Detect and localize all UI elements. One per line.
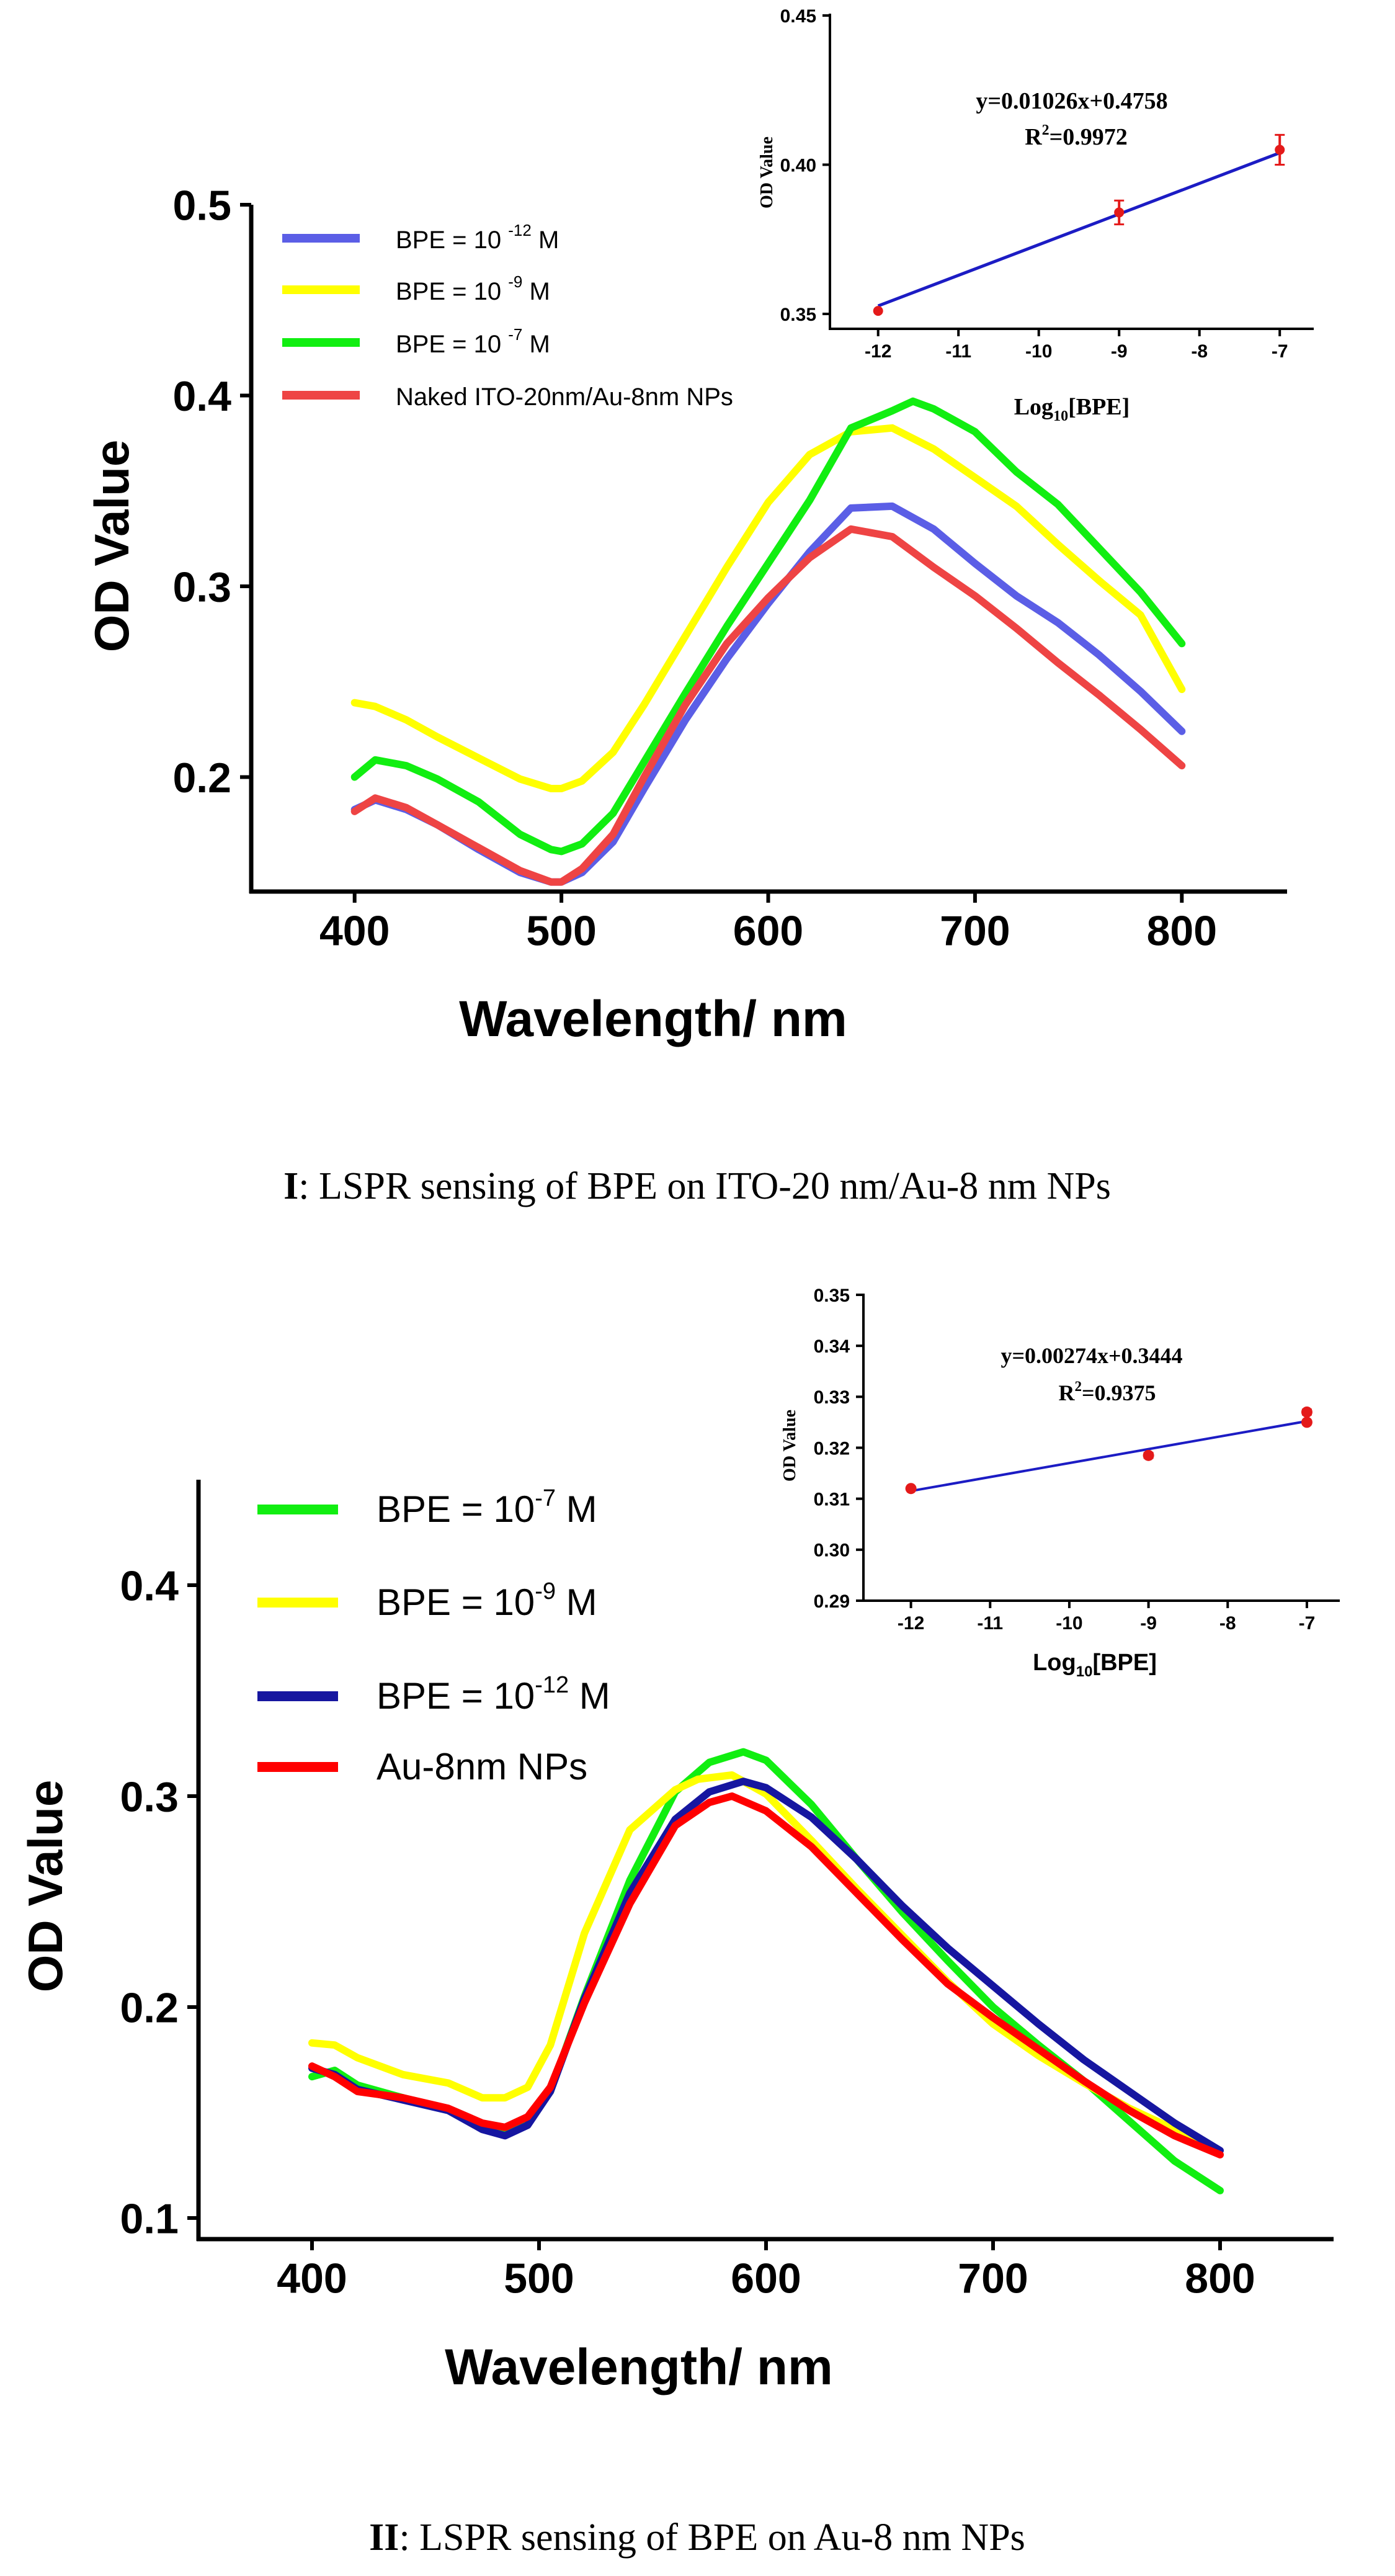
panel1-legend: BPE = 10 -12 M BPE = 10 -9 M BPE = 10 -7… — [282, 214, 733, 411]
panel1-y-axis-title: OD Value — [84, 440, 139, 652]
panel2-inset-r2: R2=0.9375 — [1058, 1379, 1156, 1405]
panel1-inset-data-point — [1275, 145, 1285, 155]
panel2-series-line-2 — [308, 1771, 1224, 2158]
panel1-y-tick-label: 0.5 — [172, 182, 231, 229]
panel1-inset-y-axis-title: OD Value — [757, 136, 777, 208]
panel2-x-tick-label: 600 — [731, 2255, 801, 2302]
panel1-legend-label-4: Naked ITO-20nm/Au-8nm NPs — [396, 383, 733, 411]
panel2-inset-x-ticks: -12 -11 -10 -9 -8 -7 — [898, 1601, 1315, 1634]
panel2-x-ticks: 400 500 600 700 800 — [277, 2239, 1255, 2302]
panel2-inset-plot — [905, 1406, 1313, 1495]
panel1-x-axis-title: Wavelength/ nm — [459, 991, 847, 1047]
panel1-inset-x-tick-label: -12 — [865, 341, 891, 362]
panel2-legend-label-1: BPE = 10-7 M — [377, 1472, 597, 1530]
panel1-inset-fit-line — [877, 151, 1281, 308]
panel2-y-tick-label: 0.4 — [120, 1562, 179, 1609]
panel1-inset-x-tick-label: -10 — [1025, 341, 1052, 362]
panel1-inset-y-tick-label: 0.35 — [780, 305, 816, 325]
panel1-inset-x-tick-label: -8 — [1191, 341, 1208, 362]
panel2-inset-y-tick-label: 0.31 — [814, 1489, 850, 1509]
panel2-inset-x-tick-label: -7 — [1299, 1613, 1316, 1634]
panel1-inset-y-tick-label: 0.40 — [780, 155, 816, 176]
panel2-inset-y-tick-label: 0.33 — [814, 1387, 850, 1408]
panel2-inset-x-tick-label: -8 — [1219, 1613, 1236, 1634]
panel2-y-tick-label: 0.1 — [120, 2195, 179, 2242]
panel1-x-tick-label: 800 — [1147, 907, 1217, 954]
panel1-inset-y-ticks: 0.35 0.40 0.45 — [780, 6, 830, 325]
panel1-inset-x-tick-label: -9 — [1111, 341, 1128, 362]
panel1-inset-y-tick-label: 0.45 — [780, 6, 816, 27]
panel2-x-tick-label: 800 — [1185, 2255, 1255, 2302]
panel1-legend-label-1: BPE = 10 -12 M — [396, 214, 559, 254]
panel1-x-tick-label: 500 — [526, 907, 596, 954]
panel1-inset-x-ticks: -12 -11 -10 -9 -8 -7 — [865, 329, 1288, 362]
panel1-legend-label-2: BPE = 10 -9 M — [396, 266, 550, 305]
panel1-series-lines — [350, 397, 1186, 886]
panel2-inset-x-axis-title: Log10[BPE] — [1033, 1650, 1157, 1680]
panel1-x-tick-label: 700 — [940, 907, 1010, 954]
panel2-inset-x-tick-label: -10 — [1056, 1613, 1082, 1634]
panel2-series-line-4 — [308, 1792, 1224, 2158]
panel2-x-axis-title: Wavelength/ nm — [445, 2339, 833, 2395]
panel2-legend-label-2: BPE = 10-9 M — [377, 1565, 597, 1623]
panel2-inset-fit-line — [911, 1420, 1308, 1493]
panel1-inset-x-axis-title: Log10[BPE] — [1014, 394, 1130, 424]
panel2-y-ticks: 0.1 0.2 0.3 0.4 — [120, 1562, 198, 2242]
panel1-inset-data-point — [1114, 207, 1125, 218]
panel1-series-line-3 — [350, 397, 1186, 856]
panel2-inset-x-tick-label: -11 — [977, 1613, 1003, 1634]
panel2-inset-y-tick-label: 0.29 — [814, 1591, 850, 1612]
panel1-y-ticks: 0.2 0.3 0.4 0.5 — [172, 182, 251, 802]
panel1-y-tick-label: 0.3 — [172, 563, 231, 610]
caption-panel2: II: LSPR sensing of BPE on Au-8 nm NPs — [369, 2516, 1025, 2559]
panel2-legend: BPE = 10-7 M BPE = 10-9 M BPE = 10-12 M … — [257, 1472, 610, 1787]
panel1-inset-data-point — [873, 306, 883, 316]
panel2-inset-y-ticks: 0.29 0.30 0.31 0.32 0.33 0.34 0.35 — [814, 1286, 863, 1612]
panel2-inset-x-tick-label: -12 — [898, 1613, 924, 1634]
panel1-inset-x-tick-label: -11 — [945, 341, 971, 362]
panel1-series-line-4 — [350, 525, 1186, 886]
panel2-inset-y-tick-label: 0.35 — [814, 1286, 850, 1306]
panel1-x-tick-label: 600 — [733, 907, 803, 954]
panel1-y-tick-label: 0.4 — [172, 373, 231, 420]
panel1-inset-chart: 0.35 0.40 0.45 -12 -11 -10 -9 -8 -7 y=0.01026x+… — [757, 6, 1314, 424]
panel2-inset-x-tick-label: -9 — [1140, 1613, 1157, 1634]
panel1-main-chart: 0.2 0.3 0.4 0.5 400 500 600 700 800 Wavelength/… — [84, 182, 1287, 1047]
panel2-series-lines — [308, 1748, 1224, 2194]
panel2-inset-y-tick-label: 0.32 — [814, 1438, 850, 1459]
panel2-y-tick-label: 0.3 — [120, 1773, 179, 1820]
panel2-inset-data-point — [905, 1483, 917, 1495]
panel2-legend-label-3: BPE = 10-12 M — [377, 1659, 610, 1717]
panel1-inset-x-tick-label: -7 — [1272, 341, 1288, 362]
panel2-x-tick-label: 500 — [504, 2255, 574, 2302]
panel2-inset-data-point — [1301, 1416, 1313, 1428]
panel2-inset-y-tick-label: 0.30 — [814, 1541, 850, 1561]
panel2-legend-label-4: Au-8nm NPs — [377, 1746, 587, 1787]
panel2-main-chart: 0.1 0.2 0.3 0.4 400 500 600 700 800 Wavelength/… — [18, 1472, 1334, 2395]
panel2-inset-y-axis-title: OD Value — [780, 1410, 800, 1482]
panel1-y-tick-label: 0.2 — [172, 754, 231, 802]
panel1-series-line-2 — [350, 424, 1186, 792]
panel1-inset-equation: y=0.01026x+0.4758 — [976, 88, 1167, 114]
panel2-inset-data-point — [1143, 1449, 1154, 1461]
panel1-inset-plot — [873, 133, 1285, 316]
panel2-inset-equation: y=0.00274x+0.3444 — [1001, 1343, 1182, 1368]
panel1-legend-label-3: BPE = 10 -7 M — [396, 318, 550, 358]
panel2-x-tick-label: 700 — [958, 2255, 1028, 2302]
caption-panel1: I: LSPR sensing of BPE on ITO-20 nm/Au-8… — [283, 1165, 1111, 1207]
panel2-inset-chart: 0.29 0.30 0.31 0.32 0.33 0.34 0.35 -12 -11 -10 -9… — [780, 1286, 1340, 1680]
panel1-x-tick-label: 400 — [319, 907, 390, 954]
panel2-y-axis-title: OD Value — [18, 1780, 73, 1992]
panel1-x-ticks: 400 500 600 700 800 — [319, 892, 1217, 954]
panel2-inset-y-tick-label: 0.34 — [814, 1336, 850, 1357]
panel2-y-tick-label: 0.2 — [120, 1984, 179, 2031]
panel2-x-tick-label: 400 — [277, 2255, 347, 2302]
panel1-inset-r2: R2=0.9972 — [1025, 122, 1128, 150]
panel2-inset-data-point — [1301, 1406, 1313, 1418]
